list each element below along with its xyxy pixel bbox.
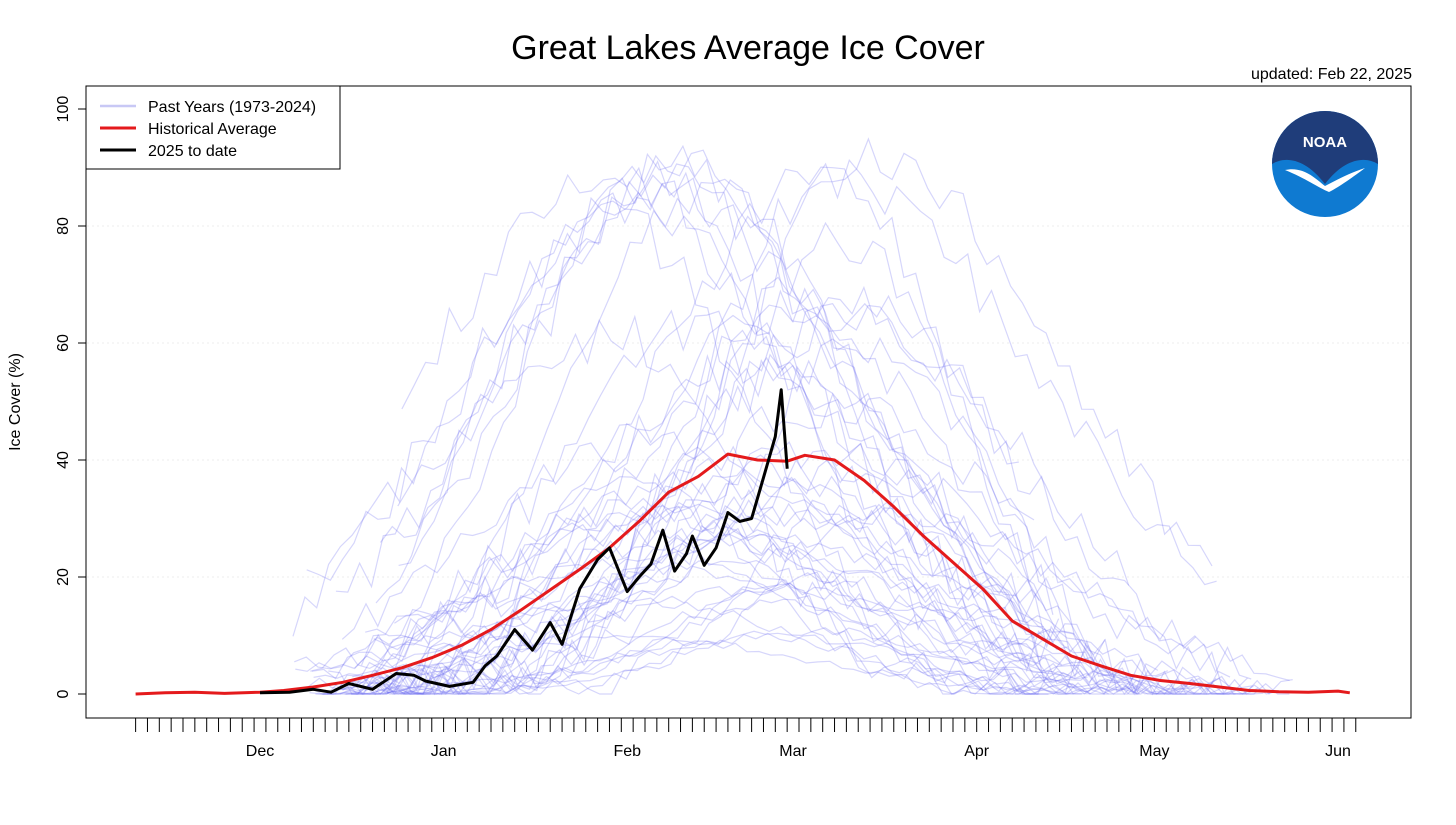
- past-year-line: [394, 137, 1213, 696]
- past-year-line: [378, 294, 1019, 691]
- past-year-line: [306, 171, 1113, 678]
- y-tick-label: 60: [55, 334, 72, 352]
- x-tick-label: Mar: [779, 743, 807, 760]
- past-year-line: [358, 166, 1248, 696]
- past-year-line: [401, 166, 1102, 694]
- legend-label-current: 2025 to date: [148, 143, 237, 160]
- past-year-line: [398, 309, 1051, 673]
- noaa-logo-text: NOAA: [1303, 134, 1347, 151]
- chart-title: Great Lakes Average Ice Cover: [511, 29, 985, 67]
- past-year-line: [309, 525, 1293, 695]
- past-year-line: [326, 499, 1169, 695]
- y-tick-label: 20: [55, 568, 72, 586]
- past-year-line: [373, 527, 1121, 695]
- past-year-line: [328, 339, 1040, 695]
- past-year-line: [295, 597, 1078, 695]
- past-year-line: [360, 160, 1049, 695]
- past-year-line: [380, 163, 1044, 628]
- y-axis: 0 20 40 60 80 100: [55, 96, 87, 698]
- past-year-line: [341, 501, 1290, 695]
- noaa-logo-top: [1272, 111, 1378, 184]
- gridlines: [87, 225, 1410, 578]
- past-years-lines: [292, 137, 1293, 696]
- series-2025-to-date: [259, 388, 789, 695]
- past-year-line: [322, 499, 1141, 696]
- past-year-line: [310, 476, 1259, 695]
- past-year-line: [294, 547, 1290, 695]
- series-historical-average: [135, 452, 1351, 696]
- past-year-line: [377, 289, 1054, 690]
- past-year-line: [313, 565, 1072, 695]
- past-year-line: [311, 476, 1082, 695]
- past-year-line: [315, 582, 1063, 695]
- legend-label-past: Past Years (1973-2024): [148, 99, 316, 116]
- past-year-line: [400, 632, 1088, 695]
- y-tick-label: 100: [55, 96, 72, 123]
- series-lines: [135, 388, 1351, 696]
- past-year-line: [365, 457, 1231, 695]
- past-year-line: [375, 192, 1159, 696]
- noaa-gull-icon: [1285, 168, 1365, 192]
- updated-label: updated: Feb 22, 2025: [1250, 66, 1412, 83]
- past-year-line: [394, 505, 1070, 687]
- past-year-line: [350, 507, 1134, 695]
- past-year-line: [391, 634, 1091, 695]
- past-year-line: [331, 560, 1221, 695]
- past-year-line: [341, 422, 1279, 696]
- past-year-line: [342, 499, 1149, 696]
- past-year-line: [382, 359, 1106, 695]
- legend-label-average: Historical Average: [148, 121, 277, 138]
- past-year-line: [393, 497, 1236, 695]
- past-year-line: [386, 158, 1217, 695]
- past-year-line: [356, 178, 1187, 695]
- past-year-line: [370, 337, 1035, 696]
- y-tick-label: 80: [55, 217, 72, 235]
- x-tick-label: Apr: [964, 743, 990, 760]
- past-year-line: [323, 303, 1130, 695]
- y-tick-label: 0: [55, 689, 72, 698]
- y-tick-label: 40: [55, 451, 72, 469]
- past-year-line: [397, 314, 1109, 695]
- x-axis: Dec Jan Feb Mar Apr May Jun: [135, 718, 1357, 760]
- past-year-line: [295, 496, 1031, 695]
- x-tick-label: Feb: [613, 743, 641, 760]
- past-year-line: [335, 149, 1060, 649]
- legend: Past Years (1973-2024) Historical Averag…: [85, 85, 341, 170]
- past-year-line: [386, 627, 1264, 695]
- x-tick-label: May: [1139, 743, 1169, 760]
- x-tick-label: Jun: [1325, 743, 1351, 760]
- y-axis-label: Ice Cover (%): [7, 353, 24, 451]
- past-year-line: [292, 200, 1040, 695]
- past-year-line: [354, 285, 1197, 669]
- past-year-line: [344, 456, 1198, 695]
- x-tick-label: Dec: [246, 743, 274, 760]
- noaa-logo: NOAA: [1272, 111, 1378, 217]
- past-year-line: [362, 533, 1204, 695]
- x-tick-label: Jan: [431, 743, 457, 760]
- past-year-line: [398, 144, 1217, 695]
- past-year-line: [403, 598, 1139, 695]
